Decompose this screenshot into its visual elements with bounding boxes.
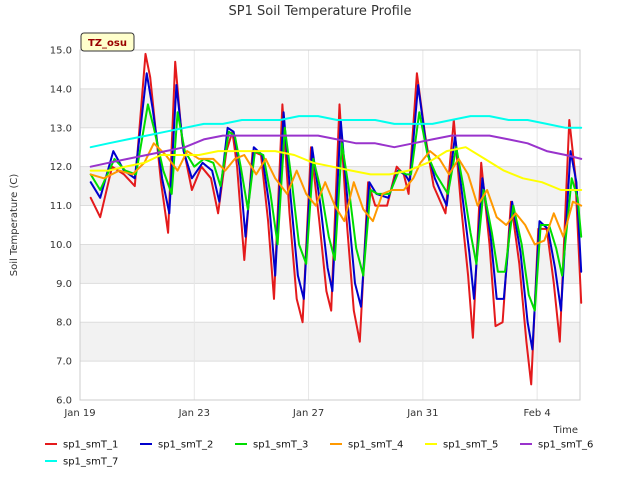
legend-item: sp1_smT_4 — [330, 440, 403, 451]
legend-label: sp1_smT_2 — [158, 440, 213, 451]
legend-item: sp1_smT_7 — [45, 457, 118, 468]
legend-item: sp1_smT_1 — [45, 440, 118, 451]
series-line-sp1_smT_3 — [89, 103, 583, 312]
series-line-sp1_smT_4 — [89, 142, 583, 246]
x-tick-label: Jan 31 — [406, 408, 438, 419]
legend-item: sp1_smT_6 — [520, 440, 593, 451]
x-tick-label: Jan 23 — [178, 408, 210, 419]
y-tick-label: 7.0 — [56, 357, 72, 368]
y-tick-label: 14.0 — [50, 84, 72, 95]
background-band — [80, 166, 580, 206]
site-badge-box — [80, 32, 135, 52]
legend-item: sp1_smT_5 — [425, 440, 498, 451]
legend-label: sp1_smT_3 — [253, 440, 308, 451]
x-tick-label: Jan 19 — [63, 408, 95, 419]
series-layer — [89, 52, 583, 386]
y-tick-label: 12.0 — [50, 162, 72, 173]
y-tick-label: 9.0 — [56, 279, 72, 290]
site-badge: TZ_osu — [80, 32, 135, 52]
x-tick-label: Feb 4 — [524, 408, 551, 419]
y-tick-label: 6.0 — [56, 396, 72, 407]
legend-label: sp1_smT_7 — [63, 457, 118, 468]
legend-item: sp1_smT_3 — [235, 440, 308, 451]
y-tick-label: 13.0 — [50, 123, 72, 134]
series-line-sp1_smT_7 — [89, 115, 583, 149]
y-axis-title: Soil Temperature (C) — [9, 174, 20, 277]
legend-label: sp1_smT_1 — [63, 440, 118, 451]
background-band — [80, 88, 580, 128]
y-tick-label: 15.0 — [50, 46, 72, 57]
x-tick-label: Jan 27 — [292, 408, 324, 419]
chart-title: SP1 Soil Temperature Profile — [229, 4, 412, 19]
y-tick-labels: 6.0 7.0 8.0 9.0 10.0 11.0 12.0 13.0 14.0 15.0 — [50, 46, 72, 407]
y-tick-label: 10.0 — [50, 240, 72, 251]
background-band — [80, 322, 580, 362]
series-line-sp1_smT_5 — [89, 146, 583, 191]
legend: sp1_smT_1 sp1_smT_2 sp1_smT_3 sp1_smT_4 sp1_… — [45, 440, 593, 468]
x-axis-title: Time — [553, 425, 578, 436]
legend-label: sp1_smT_6 — [538, 440, 593, 451]
x-tick-labels: Jan 19 Jan 23 Jan 27 Jan 31 Feb 4 — [63, 408, 550, 419]
legend-label: sp1_smT_4 — [348, 440, 403, 451]
site-badge-label: TZ_osu — [88, 38, 127, 49]
legend-item: sp1_smT_2 — [140, 440, 213, 451]
y-tick-label: 11.0 — [50, 201, 72, 212]
legend-label: sp1_smT_5 — [443, 440, 498, 451]
y-tick-label: 8.0 — [56, 318, 72, 329]
series-line-sp1_smT_6 — [89, 134, 583, 168]
